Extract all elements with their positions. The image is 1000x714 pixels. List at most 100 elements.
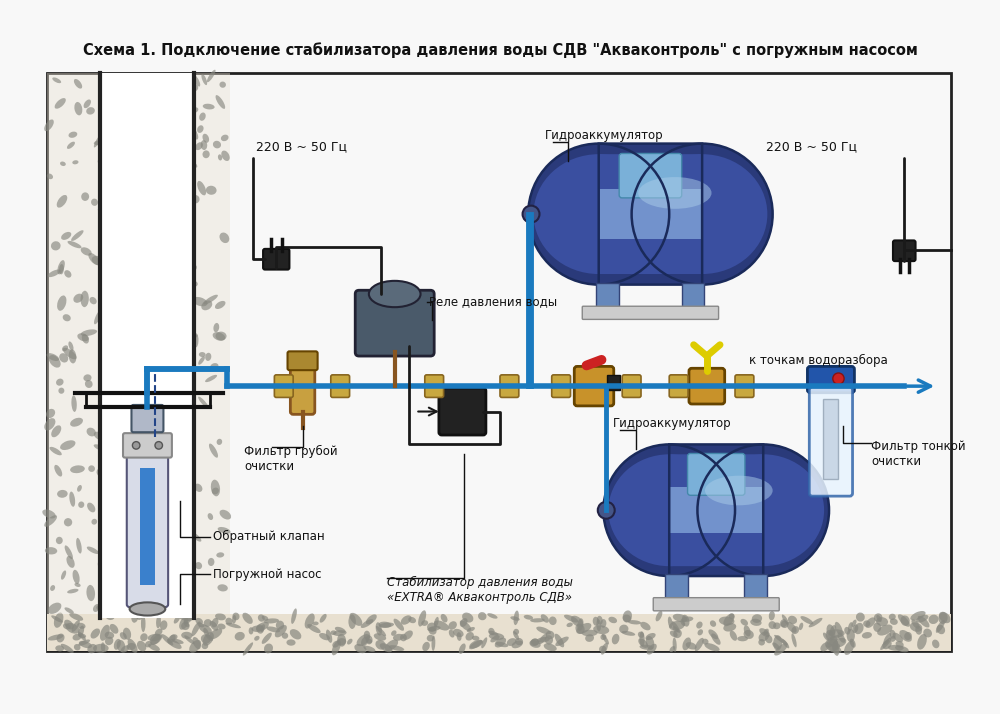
Ellipse shape — [62, 346, 68, 351]
Ellipse shape — [123, 628, 131, 640]
Ellipse shape — [916, 615, 928, 623]
Ellipse shape — [178, 370, 188, 384]
Ellipse shape — [682, 615, 689, 627]
Ellipse shape — [172, 211, 186, 221]
Ellipse shape — [213, 323, 219, 332]
Ellipse shape — [326, 630, 332, 643]
Circle shape — [523, 206, 539, 223]
Ellipse shape — [421, 620, 428, 626]
Ellipse shape — [210, 621, 218, 630]
Ellipse shape — [730, 630, 737, 640]
Bar — [744, 574, 767, 600]
FancyBboxPatch shape — [599, 154, 702, 274]
Ellipse shape — [844, 641, 854, 655]
Ellipse shape — [175, 345, 181, 359]
Text: Фильтр тонкой
очистки: Фильтр тонкой очистки — [871, 440, 966, 468]
Ellipse shape — [262, 633, 272, 644]
Ellipse shape — [549, 616, 557, 625]
Ellipse shape — [164, 453, 174, 468]
FancyBboxPatch shape — [290, 357, 315, 414]
Ellipse shape — [366, 639, 372, 643]
Ellipse shape — [546, 630, 554, 639]
Ellipse shape — [140, 401, 149, 413]
Ellipse shape — [737, 636, 748, 641]
Ellipse shape — [286, 639, 296, 645]
Ellipse shape — [107, 332, 122, 343]
Ellipse shape — [144, 161, 150, 167]
Ellipse shape — [669, 621, 685, 630]
Ellipse shape — [63, 348, 77, 359]
Ellipse shape — [923, 628, 932, 638]
Ellipse shape — [115, 135, 125, 146]
Ellipse shape — [826, 624, 835, 640]
Ellipse shape — [48, 269, 61, 277]
FancyBboxPatch shape — [669, 375, 688, 398]
Ellipse shape — [769, 611, 775, 620]
Ellipse shape — [51, 241, 61, 251]
FancyBboxPatch shape — [689, 368, 725, 404]
Ellipse shape — [781, 620, 788, 628]
Ellipse shape — [823, 633, 829, 640]
Ellipse shape — [530, 638, 539, 646]
Ellipse shape — [418, 610, 426, 627]
Ellipse shape — [190, 532, 201, 542]
Ellipse shape — [741, 619, 748, 625]
Ellipse shape — [333, 630, 347, 636]
Ellipse shape — [57, 296, 66, 311]
Ellipse shape — [161, 461, 169, 467]
Ellipse shape — [48, 603, 61, 614]
Ellipse shape — [305, 613, 315, 628]
Ellipse shape — [148, 634, 162, 641]
Ellipse shape — [460, 618, 468, 627]
Ellipse shape — [59, 264, 64, 274]
Ellipse shape — [176, 509, 181, 523]
Ellipse shape — [56, 378, 64, 386]
Ellipse shape — [69, 491, 75, 507]
Ellipse shape — [191, 621, 201, 636]
Ellipse shape — [205, 353, 211, 361]
Ellipse shape — [218, 154, 222, 161]
Ellipse shape — [52, 77, 61, 83]
Ellipse shape — [98, 411, 107, 417]
Ellipse shape — [131, 610, 139, 623]
Ellipse shape — [434, 617, 439, 628]
Ellipse shape — [193, 637, 201, 649]
Ellipse shape — [149, 565, 156, 573]
Ellipse shape — [86, 585, 95, 601]
Ellipse shape — [215, 613, 226, 620]
Ellipse shape — [51, 615, 63, 623]
Ellipse shape — [391, 630, 397, 636]
Ellipse shape — [76, 538, 82, 553]
Ellipse shape — [174, 546, 184, 554]
Ellipse shape — [130, 127, 138, 136]
Ellipse shape — [571, 615, 583, 627]
Ellipse shape — [140, 324, 156, 334]
Ellipse shape — [207, 70, 216, 82]
Ellipse shape — [773, 635, 782, 650]
Ellipse shape — [646, 636, 654, 650]
Ellipse shape — [705, 476, 773, 506]
Ellipse shape — [138, 241, 150, 250]
FancyBboxPatch shape — [807, 366, 854, 393]
Ellipse shape — [596, 619, 601, 631]
Ellipse shape — [91, 198, 98, 206]
Ellipse shape — [83, 374, 92, 381]
Ellipse shape — [597, 615, 603, 625]
Ellipse shape — [74, 644, 80, 650]
Ellipse shape — [673, 629, 682, 638]
Ellipse shape — [668, 617, 672, 628]
Ellipse shape — [162, 413, 175, 421]
Ellipse shape — [773, 623, 781, 629]
Ellipse shape — [46, 409, 55, 418]
Ellipse shape — [221, 151, 230, 161]
Ellipse shape — [78, 625, 84, 637]
Ellipse shape — [71, 396, 77, 412]
Ellipse shape — [54, 465, 62, 476]
Ellipse shape — [729, 613, 734, 619]
Circle shape — [598, 502, 615, 518]
Ellipse shape — [140, 633, 148, 641]
Ellipse shape — [51, 426, 61, 437]
Ellipse shape — [566, 623, 573, 627]
Ellipse shape — [49, 355, 61, 368]
Ellipse shape — [127, 582, 134, 593]
